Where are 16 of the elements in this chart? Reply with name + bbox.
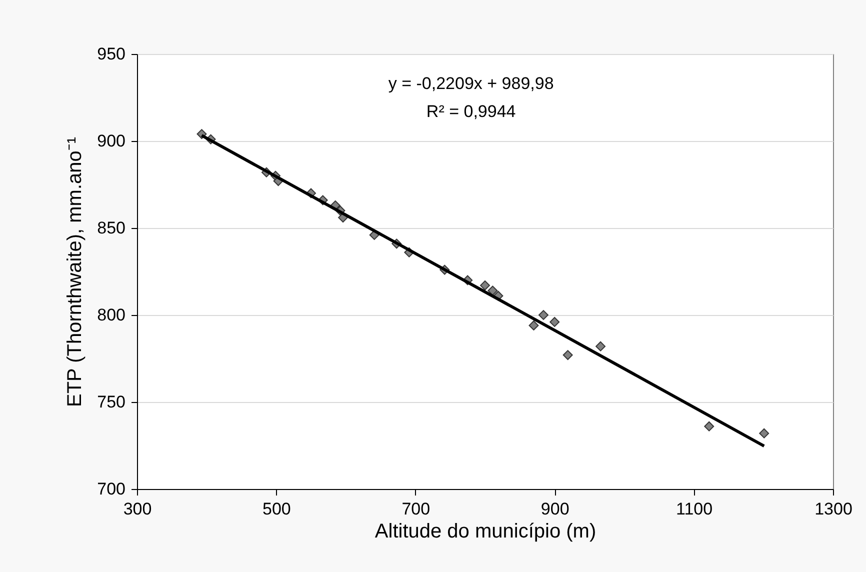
y-tick-label: 850 xyxy=(97,218,126,238)
y-tick-label: 750 xyxy=(97,392,126,412)
annotation: R² = 0,9944 xyxy=(426,102,516,121)
annotation: y = -0,2209x + 989,98 xyxy=(388,74,554,93)
y-axis-title: ETP (Thornthwaite), mm.ano⁻¹ xyxy=(64,136,86,408)
x-tick-label: 1100 xyxy=(676,500,713,518)
y-tick-label: 800 xyxy=(97,306,126,324)
x-axis-title: Altitude do município (m) xyxy=(374,520,596,542)
y-tick-label: 950 xyxy=(97,44,126,64)
y-tick-label: 900 xyxy=(97,132,126,150)
x-tick-label: 900 xyxy=(540,500,570,518)
x-tick-label: 700 xyxy=(402,500,430,518)
x-tick-label: 1300 xyxy=(814,500,852,518)
x-tick-label: 300 xyxy=(123,500,152,518)
x-tick-label: 500 xyxy=(262,500,291,518)
y-tick-label: 700 xyxy=(97,480,126,498)
